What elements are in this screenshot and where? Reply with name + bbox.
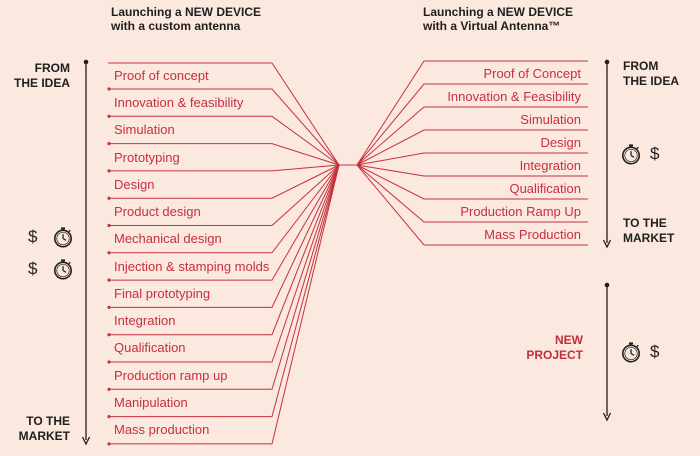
left-step-13: Manipulation — [114, 395, 188, 410]
left-connectors — [108, 62, 340, 445]
left-step-dot — [107, 223, 111, 228]
left-stopwatch-icon-2 — [53, 258, 72, 280]
left-step-dot — [107, 333, 111, 337]
left-step-dot — [107, 169, 111, 173]
left-to-line1: TO THE — [26, 414, 70, 428]
right-step-5: Integration — [519, 158, 581, 173]
left-step-dot — [107, 387, 111, 391]
left-step-dot — [107, 196, 111, 200]
right-to-market-label: TO THE MARKET — [623, 216, 674, 246]
left-connector-line — [108, 164, 340, 281]
right-step-4: Design — [540, 135, 581, 150]
right-heading-line1: Launching a NEW DEVICE — [423, 5, 574, 19]
left-heading-line2: with a custom antenna — [111, 19, 241, 33]
left-step-dot — [107, 278, 111, 282]
left-timeline-arrow — [81, 59, 91, 446]
right-timeline-arrow-2 — [602, 282, 612, 422]
right-from-line2: THE IDEA — [623, 74, 680, 88]
left-step-dot — [107, 87, 111, 91]
left-to-market-label: TO THE MARKET — [19, 414, 70, 444]
left-step-8: Injection & stamping molds — [114, 259, 270, 274]
right-connector-line — [356, 164, 588, 200]
left-step-dot — [107, 251, 111, 255]
right-connector-line — [356, 83, 588, 166]
left-connector-line — [108, 164, 340, 336]
left-connector-line — [108, 164, 340, 226]
right-from-idea-label: FROM THE IDEA — [623, 59, 679, 89]
left-step-10: Integration — [114, 313, 176, 328]
right-step-2: Innovation & Feasibility — [447, 89, 581, 104]
right-stopwatch-icon-1 — [621, 143, 641, 165]
right-step-6: Qualification — [509, 181, 581, 196]
left-step-14: Mass production — [114, 422, 210, 437]
left-step-dot — [107, 442, 111, 446]
left-connector-line — [108, 88, 340, 166]
left-connector-line — [108, 164, 340, 390]
left-to-line2: MARKET — [18, 429, 70, 443]
new-project-line1: NEW — [555, 333, 583, 347]
right-connector-line — [356, 164, 588, 246]
right-connectors — [356, 60, 588, 246]
left-connector-line — [108, 164, 340, 172]
right-heading: Launching a NEW DEVICE with a Virtual An… — [423, 5, 573, 33]
left-step-dot — [107, 305, 111, 309]
left-dollar-icon-2: $ — [28, 259, 38, 278]
right-timeline-arrow-1 — [602, 59, 612, 249]
left-step-12: Production ramp up — [114, 368, 228, 383]
right-to-line2: MARKET — [623, 231, 675, 245]
left-step-6: Product design — [114, 204, 201, 219]
left-connector-line — [108, 115, 340, 166]
right-step-8: Mass Production — [484, 227, 581, 242]
right-to-line1: TO THE — [623, 216, 667, 230]
left-step-dot — [107, 415, 111, 419]
right-dollar-icon-2: $ — [650, 342, 660, 361]
left-stopwatch-icon-1 — [53, 226, 72, 248]
left-step-4: Prototyping — [114, 150, 180, 165]
left-connector-line — [108, 164, 340, 308]
left-step-dot — [107, 360, 111, 364]
left-from-line1: FROM — [34, 61, 70, 75]
left-from-line2: THE IDEA — [13, 76, 70, 90]
left-from-idea-label: FROM THE IDEA — [14, 61, 70, 91]
new-project-label: NEW PROJECT — [526, 333, 583, 363]
right-connector-line — [356, 129, 588, 166]
left-step-dot — [107, 142, 111, 146]
left-connector-line — [108, 164, 340, 254]
right-from-line1: FROM — [623, 59, 659, 73]
left-connector-line — [108, 143, 340, 166]
left-heading-line1: Launching a NEW DEVICE — [111, 5, 262, 19]
left-connector-line — [108, 62, 340, 166]
left-step-2: Innovation & feasibility — [114, 95, 244, 110]
right-connector-line — [356, 164, 588, 177]
left-heading: Launching a NEW DEVICE with a custom ant… — [111, 5, 261, 33]
left-connector-line — [108, 164, 340, 199]
right-connector-line — [356, 152, 588, 166]
left-connector-line — [108, 164, 340, 418]
left-connector-line — [108, 164, 340, 445]
left-dollar-icon-1: $ — [28, 227, 38, 246]
left-step-3: Simulation — [114, 122, 175, 137]
left-step-dot — [107, 114, 111, 118]
right-heading-line2: with a Virtual Antenna™ — [423, 19, 561, 33]
left-step-11: Qualification — [114, 340, 186, 355]
right-step-3: Simulation — [520, 112, 581, 127]
left-step-1: Proof of concept — [114, 68, 209, 83]
left-step-dots — [107, 87, 111, 446]
new-project-line2: PROJECT — [526, 348, 583, 362]
right-connector-line — [356, 106, 588, 166]
right-stopwatch-icon-2 — [621, 341, 641, 363]
right-dollar-icon-1: $ — [650, 144, 660, 163]
right-connector-line — [356, 164, 588, 223]
right-connector-line — [356, 60, 588, 166]
right-step-7: Production Ramp Up — [460, 204, 581, 219]
right-step-1: Proof of Concept — [483, 66, 581, 81]
left-step-7: Mechanical design — [114, 231, 222, 246]
left-step-5: Design — [114, 177, 155, 192]
left-step-9: Final prototyping — [114, 286, 211, 301]
left-connector-line — [108, 164, 340, 363]
